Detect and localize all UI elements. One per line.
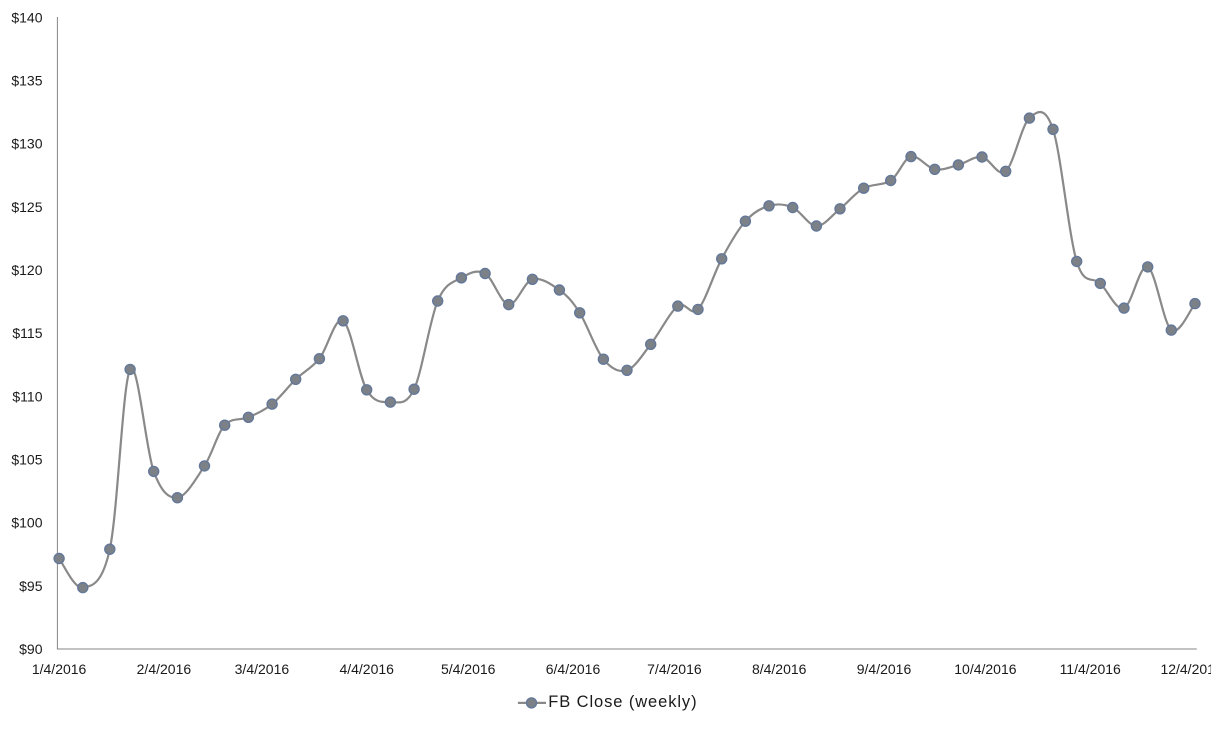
svg-text:$100: $100 [11,515,42,531]
svg-text:$120: $120 [11,262,42,278]
svg-text:3/4/2016: 3/4/2016 [235,661,290,677]
svg-text:$105: $105 [11,452,42,468]
svg-text:$95: $95 [19,578,43,594]
svg-text:5/4/2016: 5/4/2016 [441,661,496,677]
svg-text:$140: $140 [11,9,42,25]
svg-text:11/4/2016: 11/4/2016 [1060,661,1121,677]
svg-text:8/4/2016: 8/4/2016 [752,661,807,677]
svg-text:$135: $135 [11,73,42,89]
svg-text:$90: $90 [19,641,43,657]
svg-text:1/4/2016: 1/4/2016 [32,661,87,677]
svg-text:7/4/2016: 7/4/2016 [647,661,702,677]
svg-text:2/4/2016: 2/4/2016 [137,661,192,677]
svg-text:4/4/2016: 4/4/2016 [339,661,394,677]
svg-text:$115: $115 [12,325,42,341]
svg-text:6/4/2016: 6/4/2016 [546,661,601,677]
svg-text:$130: $130 [11,136,42,152]
svg-text:9/4/2016: 9/4/2016 [857,661,912,677]
svg-text:10/4/2016: 10/4/2016 [954,661,1016,677]
svg-text:$110: $110 [12,388,42,404]
svg-text:$125: $125 [11,199,42,215]
svg-text:12/4/2016: 12/4/2016 [1160,661,1211,677]
svg-text:FB Close (weekly): FB Close (weekly) [548,693,697,711]
